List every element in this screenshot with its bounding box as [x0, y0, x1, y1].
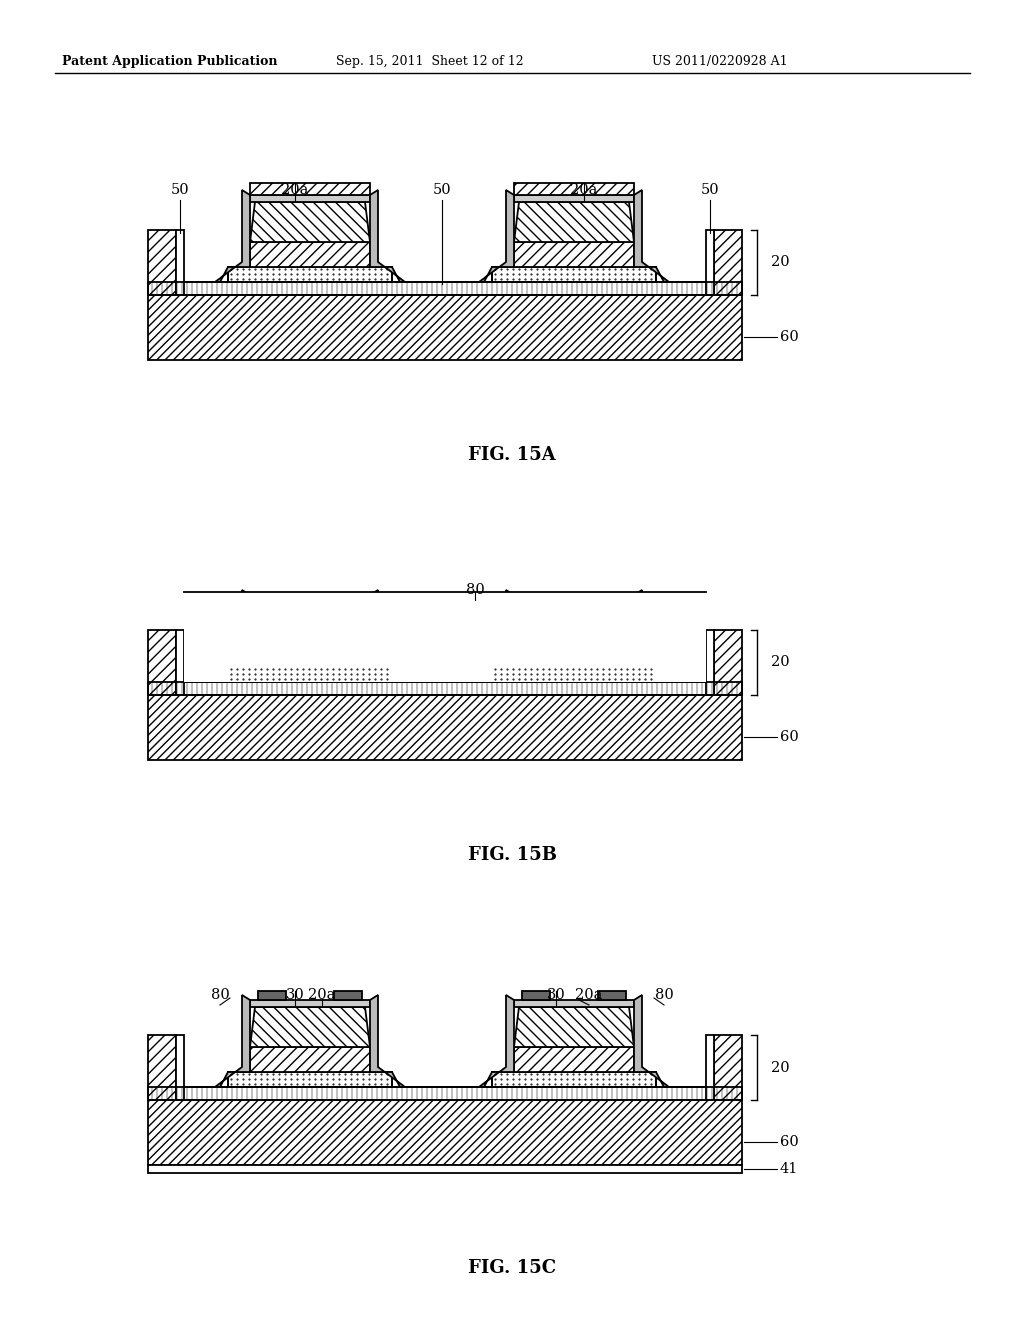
Bar: [228, 267, 392, 282]
Bar: [714, 230, 742, 294]
Polygon shape: [215, 995, 250, 1086]
Bar: [492, 1072, 656, 1086]
Text: Patent Application Publication: Patent Application Publication: [62, 55, 278, 69]
Text: 30: 30: [286, 987, 304, 1002]
Bar: [250, 595, 370, 602]
Text: 30: 30: [547, 987, 565, 1002]
Bar: [228, 1072, 392, 1086]
Polygon shape: [250, 1007, 370, 1047]
Bar: [250, 642, 370, 667]
Polygon shape: [370, 190, 406, 282]
Bar: [176, 230, 184, 294]
Bar: [514, 642, 634, 667]
Text: 20a: 20a: [570, 183, 598, 197]
Text: 80: 80: [466, 583, 484, 597]
Bar: [514, 595, 634, 602]
Polygon shape: [370, 590, 406, 682]
Bar: [250, 195, 370, 202]
Bar: [228, 267, 392, 282]
Text: 20a: 20a: [575, 987, 603, 1002]
Polygon shape: [634, 590, 669, 682]
Bar: [258, 991, 286, 1001]
Bar: [228, 667, 392, 682]
Bar: [706, 630, 714, 696]
Text: FIG. 15B: FIG. 15B: [468, 846, 556, 865]
Bar: [148, 1166, 742, 1173]
Bar: [598, 991, 626, 1001]
Polygon shape: [479, 190, 514, 282]
Bar: [148, 230, 176, 294]
Polygon shape: [514, 602, 634, 642]
Bar: [250, 183, 370, 195]
Polygon shape: [479, 995, 514, 1086]
Polygon shape: [479, 590, 514, 682]
Bar: [250, 1001, 370, 1007]
Bar: [492, 267, 656, 282]
Bar: [514, 242, 634, 267]
Polygon shape: [250, 202, 370, 242]
Text: 50: 50: [700, 183, 719, 197]
Bar: [714, 1035, 742, 1100]
Bar: [492, 267, 656, 282]
Bar: [176, 1035, 184, 1100]
Bar: [228, 667, 392, 682]
Bar: [148, 696, 742, 760]
Bar: [176, 630, 184, 696]
Text: FIG. 15C: FIG. 15C: [468, 1259, 556, 1276]
Text: 41: 41: [780, 1162, 799, 1176]
Polygon shape: [250, 602, 370, 642]
Bar: [514, 1047, 634, 1072]
Bar: [522, 991, 550, 1001]
Bar: [514, 1001, 634, 1007]
Bar: [250, 242, 370, 267]
Text: 20: 20: [771, 256, 790, 269]
Text: 20a: 20a: [308, 987, 336, 1002]
Text: 50: 50: [171, 183, 189, 197]
Text: 80: 80: [654, 987, 674, 1002]
Bar: [148, 1100, 742, 1166]
Bar: [148, 294, 742, 360]
Bar: [184, 591, 706, 682]
Polygon shape: [634, 190, 669, 282]
Bar: [148, 1035, 176, 1100]
Bar: [492, 667, 656, 682]
Text: 60: 60: [780, 1135, 799, 1150]
Text: 20: 20: [771, 1060, 790, 1074]
Bar: [714, 630, 742, 696]
Bar: [148, 1086, 742, 1100]
Text: 20a: 20a: [282, 183, 308, 197]
Bar: [514, 183, 634, 195]
Bar: [148, 630, 176, 696]
Bar: [228, 1072, 392, 1086]
Text: Sep. 15, 2011  Sheet 12 of 12: Sep. 15, 2011 Sheet 12 of 12: [336, 55, 524, 69]
Text: 20: 20: [771, 656, 790, 669]
Bar: [492, 667, 656, 682]
Polygon shape: [215, 590, 250, 682]
Bar: [148, 282, 742, 294]
Bar: [514, 195, 634, 202]
Bar: [706, 1035, 714, 1100]
Text: US 2011/0220928 A1: US 2011/0220928 A1: [652, 55, 787, 69]
Bar: [492, 1072, 656, 1086]
Polygon shape: [514, 202, 634, 242]
Bar: [706, 230, 714, 294]
Polygon shape: [634, 995, 669, 1086]
Polygon shape: [215, 190, 250, 282]
Bar: [148, 682, 742, 696]
Text: 60: 60: [780, 730, 799, 744]
Polygon shape: [514, 1007, 634, 1047]
Text: 50: 50: [433, 183, 452, 197]
Bar: [250, 1047, 370, 1072]
Polygon shape: [370, 995, 406, 1086]
Text: 80: 80: [211, 987, 229, 1002]
Text: FIG. 15A: FIG. 15A: [468, 446, 556, 465]
Text: 60: 60: [780, 330, 799, 345]
Bar: [334, 991, 362, 1001]
